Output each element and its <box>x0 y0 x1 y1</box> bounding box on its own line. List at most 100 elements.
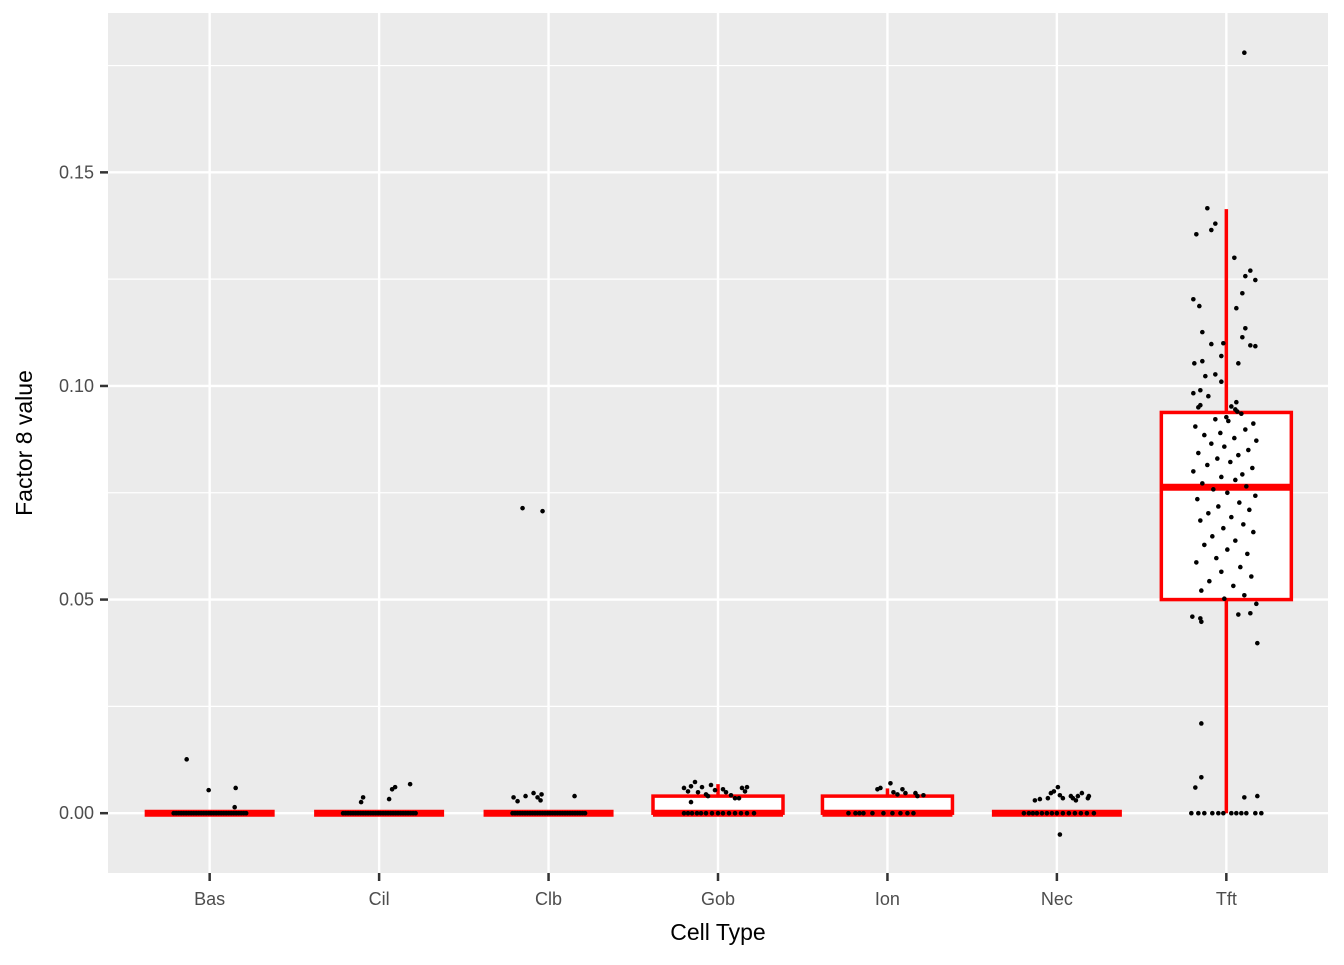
jitter-point-Tft <box>1199 775 1204 780</box>
jitter-point-Nec <box>1091 810 1097 816</box>
jitter-point-Tft <box>1196 810 1201 816</box>
jitter-point-Tft <box>1191 296 1196 302</box>
jitter-point-Gob <box>732 810 738 816</box>
jitter-point-Gob <box>695 789 701 795</box>
x-tick-label: Ion <box>875 889 900 909</box>
jitter-point-Tft <box>1209 341 1214 347</box>
jitter-point-Gob <box>744 810 750 816</box>
jitter-point-Tft <box>1240 334 1245 340</box>
jitter-point-Tft <box>1198 402 1203 408</box>
jitter-point-Nec <box>1084 810 1090 816</box>
jitter-point-Tft <box>1198 387 1203 393</box>
jitter-point-Nec <box>1075 793 1081 799</box>
jitter-point-Clb <box>582 810 588 816</box>
jitter-point-Nec <box>1057 792 1063 798</box>
jitter-point-Tft <box>1207 578 1212 584</box>
jitter-point-Ion <box>870 810 875 816</box>
boxplots <box>144 209 1294 817</box>
jitter-point-Nec <box>1066 810 1072 816</box>
jitter-point-Nec <box>1045 795 1051 801</box>
y-tick-label: 0.15 <box>59 162 94 182</box>
jitter-point-Ion <box>898 810 903 816</box>
jitter-point-Gob <box>715 810 721 816</box>
jitter-point-Tft <box>1241 522 1246 527</box>
jitter-point-Tft <box>1228 459 1233 465</box>
jitter-point-Tft <box>1234 810 1239 816</box>
jitter-point-Gob <box>732 795 738 801</box>
jitter-point-Nec <box>1049 810 1055 816</box>
jitter-point-Tft <box>1210 810 1215 816</box>
jitter-point-Gob <box>685 789 691 794</box>
x-axis-title: Cell Type <box>670 919 765 945</box>
y-tick-label: 0.05 <box>59 590 94 610</box>
jitter-point-Tft <box>1255 793 1260 799</box>
y-tick-label: 0.00 <box>59 803 94 823</box>
jitter-point-Tft <box>1213 221 1218 226</box>
jitter-point-Nec <box>1039 810 1045 816</box>
jitter-point-Ion <box>888 780 893 786</box>
jitter-point-Tft <box>1200 329 1205 335</box>
jitter-point-Tft <box>1247 507 1252 513</box>
jitter-point-Nec <box>1030 810 1036 816</box>
jitter-point-Clb <box>540 508 545 514</box>
jitter-point-Tft <box>1242 593 1247 598</box>
jitter-point-Gob <box>703 810 709 816</box>
jitter-point-Nec <box>1073 798 1079 803</box>
jitter-point-Tft <box>1194 232 1199 237</box>
jitter-point-Gob <box>726 810 732 816</box>
jitter-point-Nec <box>1060 795 1066 801</box>
jitter-point-Gob <box>694 810 700 816</box>
x-tick-label: Bas <box>194 889 225 909</box>
jitter-point-Tft <box>1203 373 1208 379</box>
jitter-point-Tft <box>1233 477 1238 483</box>
x-tick-label: Nec <box>1041 889 1073 909</box>
x-tick-label: Gob <box>701 889 735 909</box>
jitter-point-Tft <box>1191 469 1196 474</box>
jitter-point-Bas <box>243 810 249 816</box>
jitter-point-Tft <box>1219 379 1224 384</box>
jitter-point-Tft <box>1240 472 1245 477</box>
jitter-point-Tft <box>1215 456 1220 461</box>
jitter-point-Ion <box>895 792 900 797</box>
jitter-point-Tft <box>1192 361 1197 366</box>
jitter-point-Tft <box>1200 358 1205 364</box>
jitter-point-Tft <box>1245 551 1250 557</box>
jitter-point-Nec <box>1054 810 1060 816</box>
jitter-point-Tft <box>1229 514 1234 520</box>
jitter-point-Tft <box>1218 430 1223 436</box>
jitter-point-Ion <box>853 810 858 816</box>
jitter-point-Nec <box>1051 789 1057 794</box>
jitter-point-Gob <box>705 793 711 799</box>
jitter-point-Tft <box>1206 393 1211 399</box>
jitter-point-Bas <box>233 785 238 791</box>
jitter-point-Tft <box>1200 481 1205 486</box>
jitter-point-Tft <box>1219 353 1224 359</box>
jitter-point-Tft <box>1225 547 1230 552</box>
jitter-point-Tft <box>1229 810 1234 816</box>
jitter-point-Ion <box>857 810 862 816</box>
jitter-point-Tft <box>1199 588 1204 593</box>
jitter-point-Tft <box>1214 555 1219 561</box>
jitter-point-Tft <box>1196 450 1201 456</box>
jitter-point-Tft <box>1193 424 1198 429</box>
jitter-point-Tft <box>1240 290 1245 296</box>
jitter-point-Nec <box>1037 796 1043 802</box>
jitter-point-Tft <box>1225 490 1230 496</box>
jitter-point-Cil <box>360 795 366 800</box>
jitter-point-Tft <box>1190 614 1195 619</box>
jitter-point-Tft <box>1259 810 1264 816</box>
jitter-point-Gob <box>723 789 729 795</box>
jitter-point-Gob <box>738 810 744 816</box>
jitter-point-Tft <box>1221 340 1226 346</box>
jitter-point-Tft <box>1244 484 1249 489</box>
jitter-point-Gob <box>744 784 750 790</box>
jitter-point-Tft <box>1242 795 1247 800</box>
jitter-point-Tft <box>1236 361 1241 366</box>
jitter-point-Nec <box>1055 784 1061 790</box>
jitter-point-Gob <box>751 810 757 816</box>
jitter-point-Gob <box>739 785 745 791</box>
jitter-point-Tft <box>1209 227 1214 233</box>
jitter-point-Gob <box>688 783 694 789</box>
jitter-point-Tft <box>1238 564 1243 570</box>
